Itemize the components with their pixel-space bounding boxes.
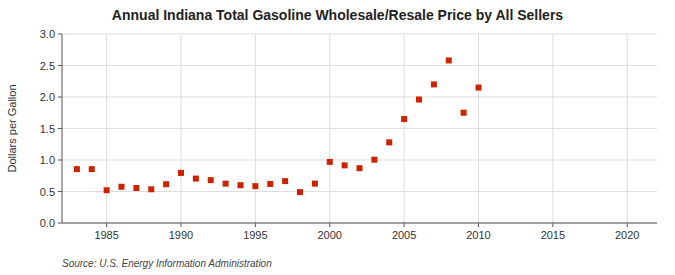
x-tick-label: 1995 [243,229,267,241]
x-grid-line [478,34,479,223]
y-tick-label: 3.0 [40,28,55,40]
x-tick [181,223,182,227]
point [342,162,348,168]
point [312,181,318,187]
point [223,181,229,187]
y-tick [58,65,62,66]
x-tick-label: 2020 [615,229,639,241]
point [193,176,199,182]
y-tick-label: 2.5 [40,60,55,72]
point [327,159,333,165]
y-grid-line [62,128,657,129]
points [74,57,482,195]
y-tick-label: 0.5 [40,186,55,198]
y-grid-line [62,65,657,66]
y-grid-line [62,97,657,98]
x-tick-label: 1985 [94,229,118,241]
y-tick [58,97,62,98]
point [357,165,363,171]
y-tick-label: 0.0 [40,217,55,229]
point [119,184,125,190]
x-tick [404,223,405,227]
y-tick-label: 1.5 [40,123,55,135]
point [416,97,422,103]
point [89,166,95,172]
chart: Annual Indiana Total Gasoline Wholesale/… [0,0,675,275]
x-tick-label: 2015 [541,229,565,241]
point [74,166,80,172]
x-grid-line [404,34,405,223]
x-grid-line [552,34,553,223]
x-tick [106,223,107,227]
grid [62,34,657,223]
point [148,186,154,192]
x-grid-line [329,34,330,223]
y-grid-line [62,223,657,224]
point [461,110,467,116]
point [267,181,273,187]
point [133,185,139,191]
point [238,182,244,188]
point [431,81,437,87]
x-axis-line [62,223,657,224]
y-tick [58,128,62,129]
point [252,183,258,189]
y-tick [58,223,62,224]
x-tick-label: 2000 [318,229,342,241]
point [297,189,303,195]
axes: 1985 1990 1995 2000 2005 2010 2015 2020 0.0 0.5 1.… [40,28,657,241]
y-tick [58,191,62,192]
point [208,177,214,183]
x-grid-line [627,34,628,223]
x-tick-label: 1990 [169,229,193,241]
x-grid-line [255,34,256,223]
point [401,116,407,122]
point [386,139,392,145]
x-tick [255,223,256,227]
y-tick-label: 2.0 [40,91,55,103]
source-note: Source: U.S. Energy Information Administ… [62,258,272,269]
x-tick-label: 2005 [392,229,416,241]
y-tick [58,160,62,161]
x-tick [329,223,330,227]
point [178,170,184,176]
point [371,157,377,163]
x-tick [627,223,628,227]
title: Annual Indiana Total Gasoline Wholesale/… [112,7,563,23]
y-axis-label: Dollars per Gallon [6,84,18,172]
x-tick [552,223,553,227]
x-tick [478,223,479,227]
y-grid-line [62,34,657,35]
x-grid-line [181,34,182,223]
point [104,187,110,193]
x-grid-line [106,34,107,223]
point [446,57,452,63]
point [282,178,288,184]
y-tick [58,34,62,35]
point [163,181,169,187]
point [476,85,482,91]
y-grid-line [62,160,657,161]
y-tick-label: 1.0 [40,154,55,166]
x-tick-label: 2010 [466,229,490,241]
